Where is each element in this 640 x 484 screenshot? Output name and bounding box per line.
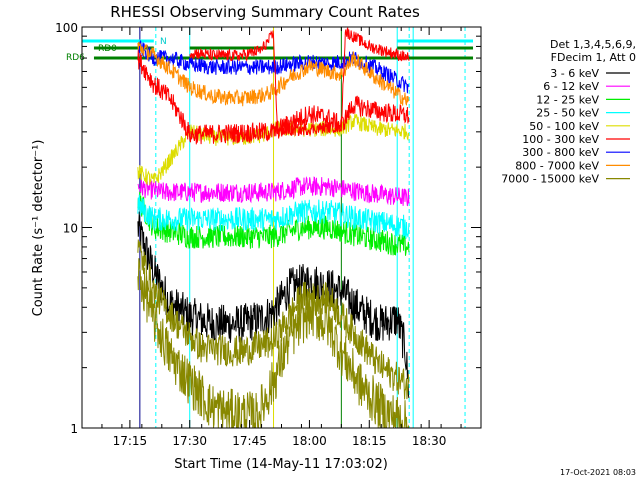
legend-header-0: Det 1,3,4,5,6,9, <box>550 38 636 51</box>
legend-label-1: 6 - 12 keV <box>543 80 599 93</box>
x-tick-label-4: 18:15 <box>352 434 387 448</box>
series-3-6-kev <box>137 211 410 399</box>
x-tick-label-5: 18:30 <box>412 434 447 448</box>
legend: Det 1,3,4,5,6,9,FDecim 1, Att 0 3 - 6 keV… <box>501 38 636 186</box>
series-6-12-kev <box>137 176 410 207</box>
x-axis-label: Start Time (14-May-11 17:03:02) <box>174 457 388 472</box>
series-group <box>137 27 410 428</box>
series-25-50-kev <box>137 194 410 239</box>
series-7000-15000-kev-fluctuation-band <box>137 239 410 400</box>
flag-label-rd0: RD0 <box>98 44 117 54</box>
series-800-7000-kev <box>137 41 410 107</box>
flag-label-rd6: RD6 <box>66 53 85 63</box>
series-7000-15000-kev <box>137 258 410 428</box>
series-100-300-kev-upper-band <box>189 27 410 137</box>
legend-label-5: 100 - 300 keV <box>522 133 599 146</box>
x-tick-label-0: 17:15 <box>113 434 148 448</box>
legend-label-8: 7000 - 15000 keV <box>501 173 599 186</box>
series-100-300-kev <box>137 49 410 145</box>
chart-title: RHESSI Observing Summary Count Rates <box>110 3 420 21</box>
legend-label-4: 50 - 100 keV <box>529 120 599 133</box>
legend-label-2: 12 - 25 keV <box>536 93 599 106</box>
y-tick-label-1: 10 <box>63 222 78 236</box>
y-tick-label-0: 1 <box>70 422 78 436</box>
series-50-100-kev <box>137 113 410 186</box>
legend-label-0: 3 - 6 keV <box>550 67 599 80</box>
x-tick-label-2: 17:45 <box>232 434 267 448</box>
flag-label-n: N <box>160 37 167 47</box>
x-tick-label-3: 18:00 <box>292 434 327 448</box>
footer-timestamp: 17-Oct-2021 08:03 <box>560 468 636 477</box>
legend-label-7: 800 - 7000 keV <box>515 159 599 172</box>
legend-header-1: FDecim 1, Att 0 <box>551 51 636 64</box>
legend-label-6: 300 - 800 keV <box>522 146 599 159</box>
x-tick-label-1: 17:30 <box>172 434 207 448</box>
y-axis-label: Count Rate (s⁻¹ detector⁻¹) <box>31 140 46 317</box>
series-12-25-kev <box>137 191 410 256</box>
series-300-800-kev <box>137 40 410 94</box>
y-tick-label-2: 100 <box>55 21 78 35</box>
plot-area: N RD0 RD6 1 10 100 17:15 17:30 17:45 18:00 18:15 18… <box>55 21 482 448</box>
legend-label-3: 25 - 50 keV <box>536 107 599 120</box>
